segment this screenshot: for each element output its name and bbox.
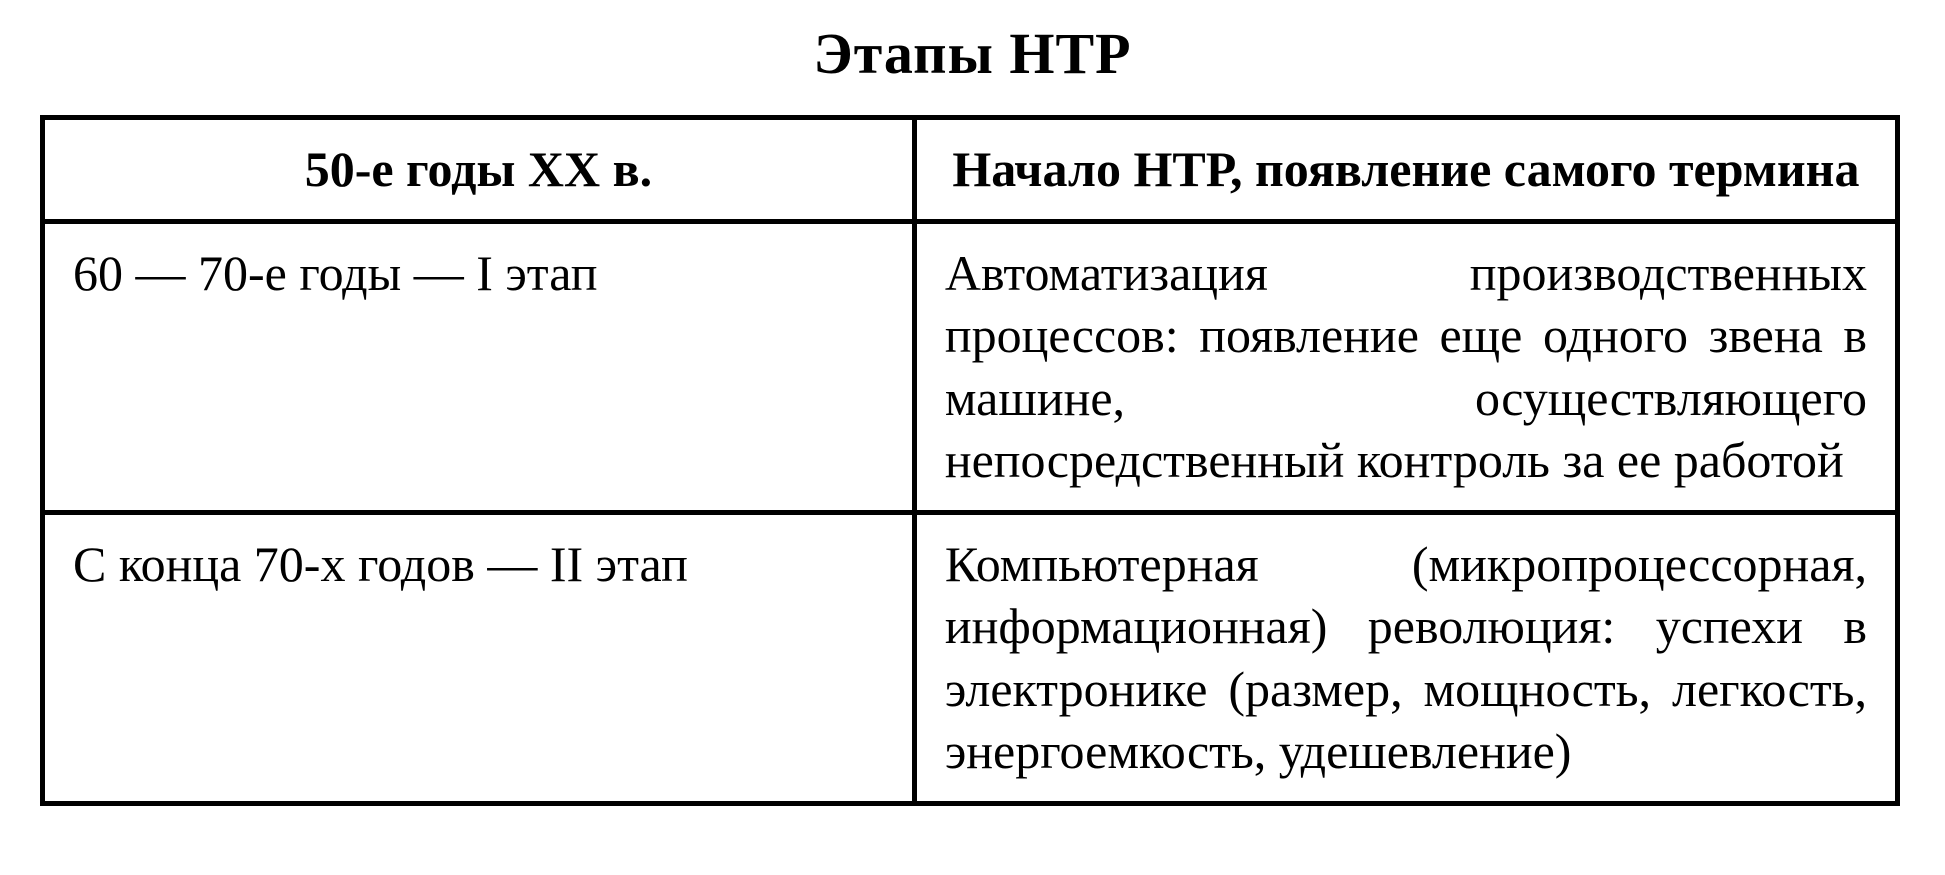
page: Этапы НТР 50-е годы XX в. Начало НТР, по… <box>0 0 1945 826</box>
stage-description-cell: Компьютерная (микропроцессорная, информа… <box>914 512 1897 803</box>
table-header-left: 50-е годы XX в. <box>43 118 915 222</box>
table-header-row: 50-е годы XX в. Начало НТР, появление са… <box>43 118 1898 222</box>
stage-period-cell: С конца 70-х годов — II этап <box>43 512 915 803</box>
table-header-right: Начало НТР, появление самого термина <box>914 118 1897 222</box>
page-title: Этапы НТР <box>40 20 1905 87</box>
table-row: 60 — 70-е годы — I этап Автоматизация пр… <box>43 221 1898 512</box>
stage-period-cell: 60 — 70-е годы — I этап <box>43 221 915 512</box>
ntr-stages-table: 50-е годы XX в. Начало НТР, появление са… <box>40 115 1900 806</box>
table-row: С конца 70-х годов — II этап Компьютерна… <box>43 512 1898 803</box>
stage-description-cell: Автоматизация производственных процессов… <box>914 221 1897 512</box>
